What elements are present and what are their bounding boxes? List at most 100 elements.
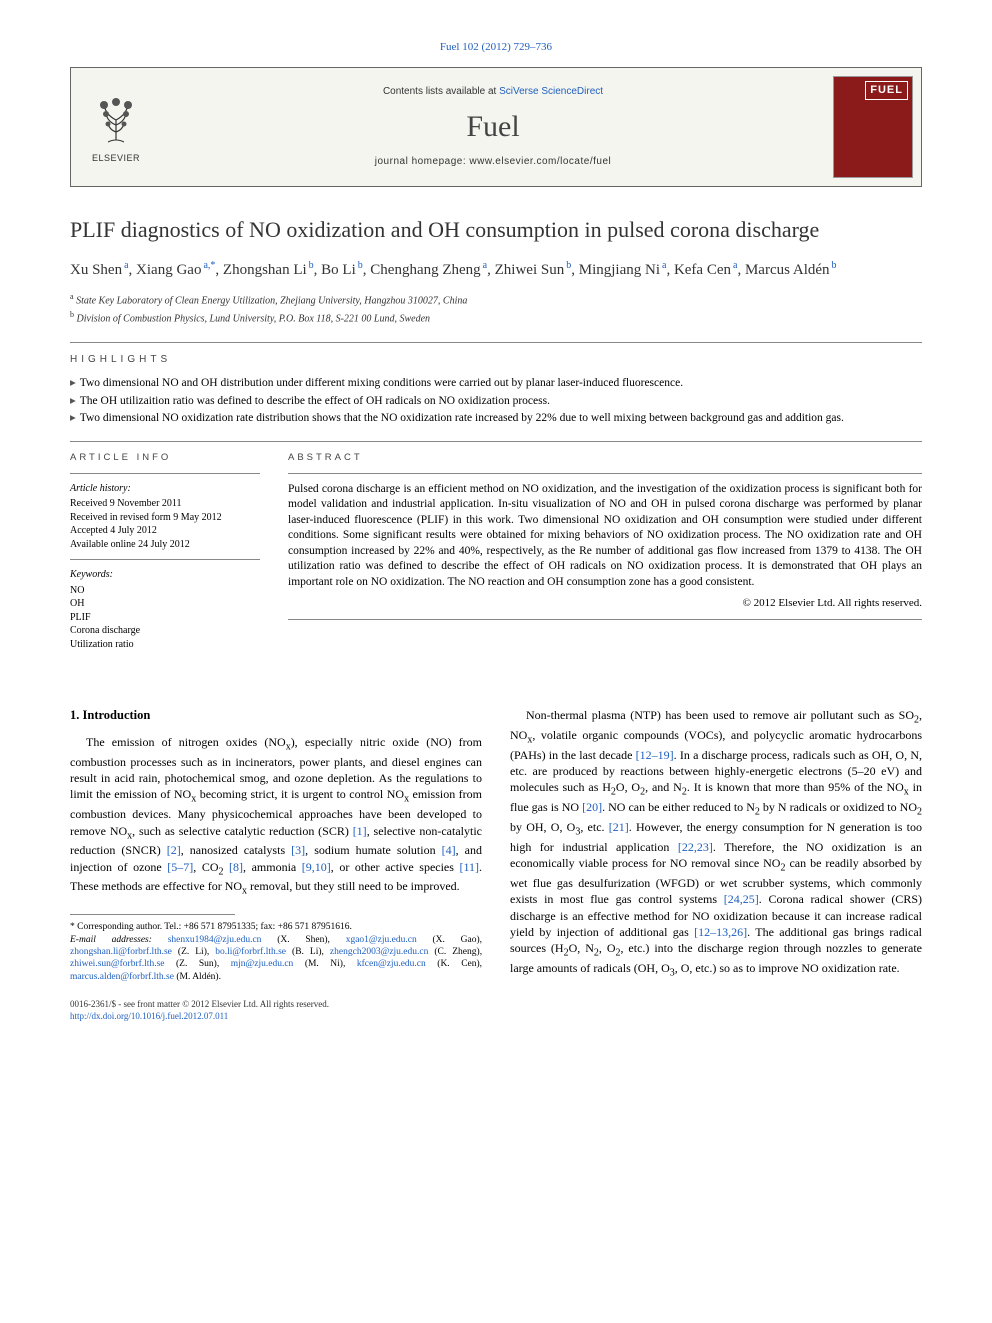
keyword: OH xyxy=(70,597,260,611)
affiliation-line: a State Key Laboratory of Clean Energy U… xyxy=(70,291,922,308)
authors-list: Xu Shen a, Xiang Gao a,*, Zhongshan Li b… xyxy=(70,259,922,282)
footnotes: * Corresponding author. Tel.: +86 571 87… xyxy=(70,921,482,983)
article-title: PLIF diagnostics of NO oxidization and O… xyxy=(70,215,922,245)
footer-copyright: 0016-2361/$ - see front matter © 2012 El… xyxy=(70,999,482,1011)
article-info-col: article info Article history: Received 9… xyxy=(70,452,260,667)
author-affil-sup: b xyxy=(564,260,571,271)
author-name: Xiang Gao xyxy=(136,262,201,278)
author-name: Bo Li xyxy=(321,262,356,278)
triangle-icon: ▸ xyxy=(70,394,76,410)
author-name: Zhiwei Sun xyxy=(495,262,565,278)
cover-label: FUEL xyxy=(865,81,908,100)
triangle-icon: ▸ xyxy=(70,411,76,427)
copyright: © 2012 Elsevier Ltd. All rights reserved… xyxy=(288,596,922,611)
abstract-col: abstract Pulsed corona discharge is an e… xyxy=(288,452,922,667)
author-affil-sup: b xyxy=(830,260,837,271)
footnote-separator xyxy=(70,914,235,915)
divider xyxy=(288,619,922,620)
author-name: Kefa Cen xyxy=(674,262,731,278)
email-link[interactable]: xgao1@zju.edu.cn xyxy=(346,935,417,945)
citation-ref[interactable]: [12–19] xyxy=(636,748,674,762)
keyword: PLIF xyxy=(70,611,260,625)
keyword: NO xyxy=(70,584,260,598)
keyword: Corona discharge xyxy=(70,624,260,638)
affiliations: a State Key Laboratory of Clean Energy U… xyxy=(70,291,922,326)
email-owner: (Z. Li) xyxy=(178,947,207,957)
email-label: E-mail addresses: xyxy=(70,935,152,945)
journal-name: Fuel xyxy=(161,107,825,148)
sciencedirect-link[interactable]: SciVerse ScienceDirect xyxy=(499,86,603,97)
author-name: Xu Shen xyxy=(70,262,122,278)
author-name: Mingjiang Ni xyxy=(579,262,660,278)
body-column-right: Non-thermal plasma (NTP) has been used t… xyxy=(510,707,922,1022)
doi-link[interactable]: http://dx.doi.org/10.1016/j.fuel.2012.07… xyxy=(70,1011,228,1021)
email-owner: (Z. Sun) xyxy=(176,959,217,969)
body-column-left: 1. Introduction The emission of nitrogen… xyxy=(70,707,482,1022)
citation-ref[interactable]: [9,10] xyxy=(302,860,331,874)
author-affil-sup: b xyxy=(356,260,363,271)
journal-header: ELSEVIER Contents lists available at Sci… xyxy=(70,67,922,187)
history-line: Available online 24 July 2012 xyxy=(70,538,260,552)
email-owner: (B. Li) xyxy=(292,947,322,957)
email-owner: (K. Cen) xyxy=(437,959,479,969)
page-footer: 0016-2361/$ - see front matter © 2012 El… xyxy=(70,999,482,1022)
email-link[interactable]: zhiwei.sun@forbrf.lth.se xyxy=(70,959,165,969)
citation-ref[interactable]: [4] xyxy=(442,843,456,857)
affiliation-line: b Division of Combustion Physics, Lund U… xyxy=(70,309,922,326)
history-line: Received in revised form 9 May 2012 xyxy=(70,511,260,525)
email-owner: (M. Aldén) xyxy=(176,972,218,982)
email-link[interactable]: kfcen@zju.edu.cn xyxy=(357,959,426,969)
author-affil-sup: a xyxy=(731,260,737,271)
email-owner: (M. Ni) xyxy=(305,959,343,969)
citation-ref[interactable]: [12–13,26] xyxy=(694,925,747,939)
email-link[interactable]: bo.li@forbrf.lth.se xyxy=(215,947,286,957)
history-line: Received 9 November 2011 xyxy=(70,497,260,511)
corresponding-author: * Corresponding author. Tel.: +86 571 87… xyxy=(70,921,482,933)
author-affil-sup: a,* xyxy=(201,260,215,271)
email-owner: (C. Zheng) xyxy=(434,947,479,957)
contents-pre: Contents lists available at xyxy=(383,86,499,97)
citation-ref[interactable]: [1] xyxy=(353,824,367,838)
citation-ref[interactable]: [22,23] xyxy=(678,840,713,854)
citation-ref[interactable]: [2] xyxy=(167,843,181,857)
history-label: Article history: xyxy=(70,482,260,496)
abstract-text: Pulsed corona discharge is an efficient … xyxy=(288,482,922,591)
citation-ref[interactable]: [20] xyxy=(582,800,602,814)
keywords-label: Keywords: xyxy=(70,568,260,582)
history-line: Accepted 4 July 2012 xyxy=(70,524,260,538)
email-link[interactable]: mjn@zju.edu.cn xyxy=(231,959,294,969)
email-owner: (X. Gao) xyxy=(432,935,479,945)
citation-ref[interactable]: [21] xyxy=(609,820,629,834)
highlight-item: ▸Two dimensional NO oxidization rate dis… xyxy=(70,411,922,427)
author-affil-sup: a xyxy=(660,260,666,271)
homepage-line: journal homepage: www.elsevier.com/locat… xyxy=(161,155,825,169)
email-link[interactable]: marcus.alden@forbrf.lth.se xyxy=(70,972,174,982)
triangle-icon: ▸ xyxy=(70,376,76,392)
highlight-item: ▸The OH utilizaition ratio was defined t… xyxy=(70,394,922,410)
body-paragraph: The emission of nitrogen oxides (NOx), e… xyxy=(70,734,482,898)
author-affil-sup: b xyxy=(307,260,314,271)
body-paragraph: Non-thermal plasma (NTP) has been used t… xyxy=(510,707,922,979)
email-link[interactable]: zhongshan.li@forbrf.lth.se xyxy=(70,947,172,957)
author-name: Chenghang Zheng xyxy=(370,262,480,278)
keyword: Utilization ratio xyxy=(70,638,260,652)
citation-ref[interactable]: [11] xyxy=(459,860,479,874)
citation-ref[interactable]: [24,25] xyxy=(724,892,759,906)
highlights-list: ▸Two dimensional NO and OH distribution … xyxy=(70,376,922,427)
divider xyxy=(70,441,922,442)
author-affil-sup: a xyxy=(481,260,487,271)
citation-ref[interactable]: [8] xyxy=(229,860,243,874)
email-link[interactable]: shenxu1984@zju.edu.cn xyxy=(168,935,262,945)
homepage-pre: journal homepage: xyxy=(375,156,470,167)
citation-ref[interactable]: [3] xyxy=(291,843,305,857)
email-link[interactable]: zhengch2003@zju.edu.cn xyxy=(330,947,428,957)
citation-ref[interactable]: [5–7] xyxy=(167,860,193,874)
divider xyxy=(288,473,922,474)
homepage-url[interactable]: www.elsevier.com/locate/fuel xyxy=(469,156,611,167)
highlights-label: highlights xyxy=(70,353,922,367)
highlight-item: ▸Two dimensional NO and OH distribution … xyxy=(70,376,922,392)
publisher-label: ELSEVIER xyxy=(92,152,140,164)
email-addresses: E-mail addresses: shenxu1984@zju.edu.cn … xyxy=(70,934,482,983)
section-heading: 1. Introduction xyxy=(70,707,482,724)
divider xyxy=(70,342,922,343)
